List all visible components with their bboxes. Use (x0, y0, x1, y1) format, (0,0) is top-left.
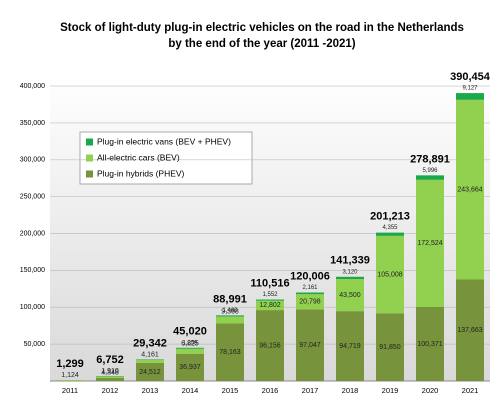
legend-label: Plug-in hybrids (PHEV) (97, 168, 185, 178)
total-label: 88,991 (213, 293, 247, 305)
value-label: 3,120 (342, 269, 358, 275)
y-tick-label: 400,000 (20, 83, 45, 90)
bar-segment (56, 380, 84, 381)
value-label: 1,258 (182, 340, 198, 346)
total-label: 45,020 (173, 326, 207, 338)
value-label: 2,161 (302, 285, 318, 291)
value-label: 9,127 (462, 86, 478, 92)
total-label: 29,342 (133, 337, 167, 349)
total-label: 6,752 (96, 354, 124, 366)
value-label: 43,500 (339, 292, 361, 299)
value-label: 1,124 (61, 372, 79, 379)
value-label: 78,163 (219, 349, 241, 356)
bar-segment (296, 293, 324, 295)
bar-segment (376, 233, 404, 236)
total-label: 110,516 (250, 277, 289, 289)
value-label: 12,802 (259, 302, 281, 309)
x-tick-label: 2020 (422, 386, 439, 395)
value-label: 100,371 (417, 341, 442, 348)
chart-title: Stock of light-duty plug-in electric veh… (60, 22, 464, 34)
total-label: 390,454 (450, 71, 491, 83)
value-label: 20,798 (299, 299, 321, 306)
legend-swatch (86, 155, 93, 162)
bar-segment (216, 316, 244, 323)
bar-segment (136, 360, 164, 363)
value-label: 94,719 (339, 343, 361, 350)
value-label: 4,355 (382, 225, 398, 231)
bar-segment (96, 378, 124, 381)
legend-swatch (86, 171, 93, 178)
y-tick-label: 100,000 (20, 304, 45, 311)
total-label: 1,299 (56, 358, 84, 370)
x-tick-label: 2019 (382, 386, 399, 395)
value-label: 243,664 (457, 187, 482, 194)
bar-segment (176, 349, 204, 354)
x-tick-label: 2018 (342, 386, 359, 395)
value-label: 36,937 (179, 364, 201, 371)
y-tick-label: 50,000 (24, 341, 46, 348)
value-label: 1,910 (101, 368, 119, 375)
total-label: 278,891 (410, 153, 450, 165)
value-label: 105,008 (377, 271, 402, 278)
total-label: 120,006 (290, 270, 330, 282)
value-label: 96,156 (259, 342, 281, 349)
value-label: 172,524 (417, 240, 442, 247)
bar-segment (216, 315, 244, 316)
bar-segment (336, 277, 364, 279)
x-tick-label: 2017 (302, 386, 319, 395)
y-tick-label: 200,000 (20, 230, 45, 237)
y-tick-label: 300,000 (20, 157, 45, 164)
value-label: 97,047 (299, 342, 321, 349)
legend-label: Plug-in electric vans (BEV + PHEV) (97, 136, 231, 146)
x-tick-label: 2012 (102, 386, 119, 395)
value-label: 1,552 (262, 292, 278, 298)
x-tick-label: 2015 (222, 386, 239, 395)
bar-segment (456, 93, 484, 100)
legend-swatch (86, 139, 93, 146)
value-label: 4,161 (141, 352, 159, 359)
bar-segment (256, 300, 284, 301)
value-label: 1,460 (222, 308, 238, 314)
x-tick-label: 2014 (182, 386, 199, 395)
value-label: 137,663 (457, 327, 482, 334)
x-tick-label: 2011 (62, 386, 78, 395)
total-label: 141,339 (330, 255, 370, 267)
x-tick-label: 2016 (262, 386, 279, 395)
y-tick-label: 150,000 (20, 267, 45, 274)
total-label: 201,213 (370, 211, 410, 223)
x-tick-label: 2021 (462, 386, 479, 395)
x-tick-label: 2013 (142, 386, 159, 395)
bar-segment (176, 348, 204, 349)
y-tick-label: 350,000 (20, 120, 45, 127)
value-label: 91,850 (379, 344, 401, 351)
chart-title: by the end of the year (2011 -2021) (168, 38, 355, 50)
bar-segment (416, 175, 444, 179)
value-label: 24,512 (139, 369, 161, 376)
bar-segment (96, 376, 124, 377)
legend-label: All-electric cars (BEV) (97, 152, 180, 162)
value-label: 5,996 (422, 168, 438, 174)
y-tick-label: 250,000 (20, 194, 45, 201)
